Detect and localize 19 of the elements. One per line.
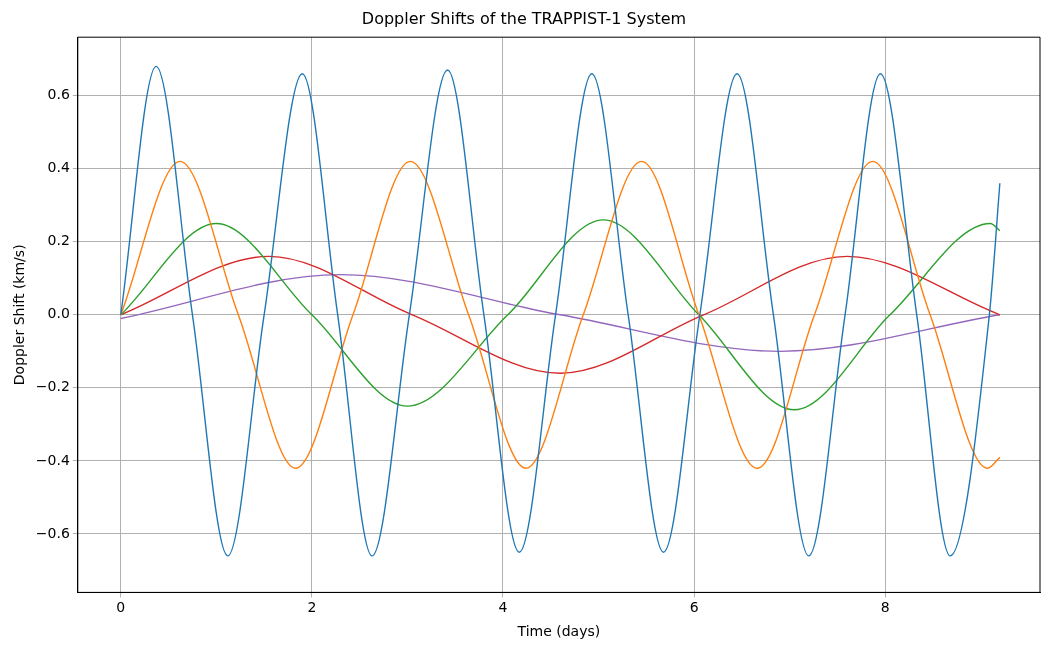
x-tick-label: 0 (116, 599, 126, 616)
chart-title: Doppler Shifts of the TRAPPIST-1 System (361, 8, 687, 28)
y-tick-label: −0.6 (35, 524, 70, 541)
y-tick-label: 0.4 (47, 159, 70, 176)
x-tick-label: 4 (498, 599, 508, 616)
x-tick-label: 6 (689, 599, 699, 616)
line-series (120, 219, 1001, 411)
line-series (120, 65, 1001, 557)
y-tick-label: −0.2 (35, 378, 70, 395)
x-tick-label: 2 (307, 599, 317, 616)
x-axis-title: Time (days) (516, 623, 601, 640)
y-tick-label: −0.4 (35, 451, 70, 468)
x-tick-label: 8 (880, 599, 890, 616)
y-axis-title: Doppler Shift (km/s) (11, 244, 28, 386)
y-tick-label: 0.0 (47, 305, 70, 322)
y-tick-label: 0.2 (47, 232, 70, 249)
y-tick-label: 0.6 (47, 86, 70, 103)
line-series (120, 160, 1001, 469)
line-series (120, 273, 1001, 353)
